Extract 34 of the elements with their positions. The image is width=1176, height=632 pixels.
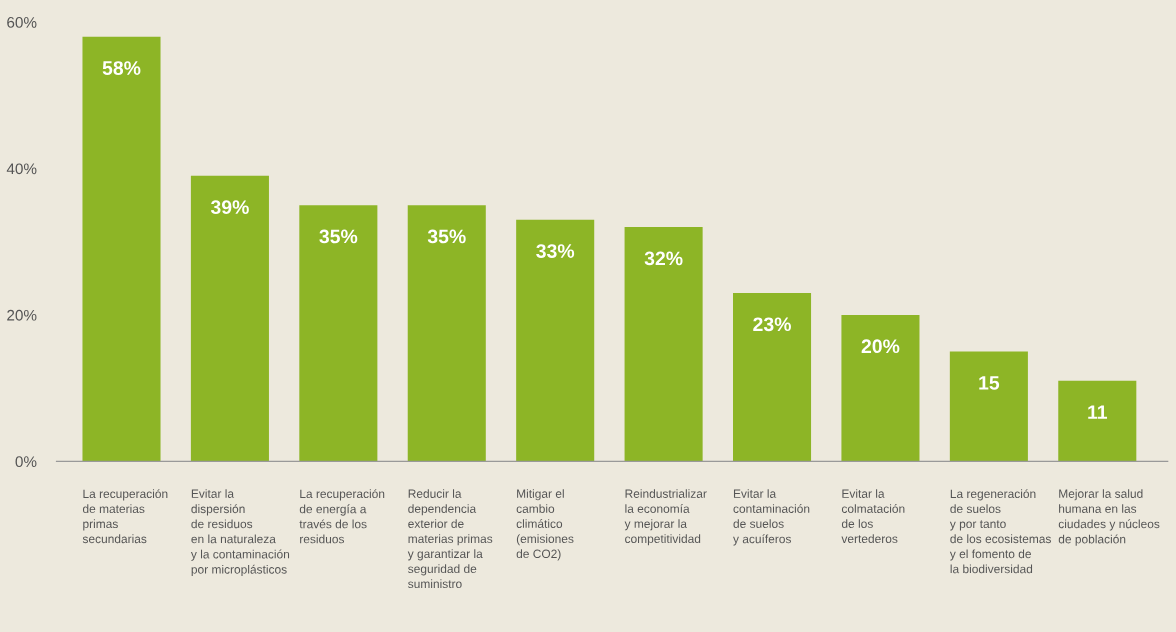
- x-tick-label: Reindustrializar la economía y mejorar la competitividad: [624, 489, 707, 546]
- bar: [82, 36, 161, 462]
- x-tick-label: La recuperación de materias primas secundarias: [82, 489, 168, 544]
- bar: [733, 292, 812, 462]
- x-tick-label: Reducir la dependencia exterior de materias primas y garantizar la seguridad de suministro: [407, 489, 493, 589]
- x-tick-label: Evitar la dispersión de residuos en la naturaleza y la contaminación por microplásticos: [190, 489, 290, 577]
- data-label: 35%: [319, 229, 358, 244]
- bar: [1058, 380, 1137, 462]
- x-tick-label: Evitar la contaminación de suelos y acuíferos: [733, 489, 810, 546]
- bar: [407, 205, 486, 462]
- data-label: 39%: [210, 200, 249, 215]
- x-tick-label: Mitigar el cambio climático (emisiones de CO2): [516, 489, 574, 561]
- y-tick-label: 20%: [7, 309, 37, 321]
- y-tick-label: 60%: [7, 16, 37, 28]
- data-label: 23%: [753, 317, 791, 332]
- x-tick-label: Mejorar la salud humana en las ciudades y núcleos de población: [1058, 489, 1160, 546]
- data-label: 15: [979, 376, 1000, 390]
- x-tick-label: Evitar la colmatación de los vertederos: [841, 489, 905, 543]
- bar: [624, 227, 703, 462]
- bar: [516, 219, 595, 462]
- data-label: 32%: [644, 251, 683, 266]
- data-label: 35%: [427, 229, 466, 244]
- x-tick-label: La recuperación de energía a través de los residuos: [299, 489, 385, 544]
- x-tick-label: La regeneración de suelos y por tanto de los ecosistemas y el fomento de la biodiversidad: [949, 489, 1051, 574]
- data-label: 58%: [102, 61, 141, 75]
- bar: [190, 175, 269, 462]
- y-tick-label: 40%: [6, 163, 37, 175]
- bar: [841, 314, 920, 462]
- bar: [949, 351, 1028, 462]
- data-label: 20%: [861, 339, 900, 354]
- y-tick-label: 0%: [15, 456, 37, 468]
- data-label: 11: [1088, 405, 1108, 419]
- data-label: 33%: [536, 244, 575, 258]
- bar: [299, 205, 378, 462]
